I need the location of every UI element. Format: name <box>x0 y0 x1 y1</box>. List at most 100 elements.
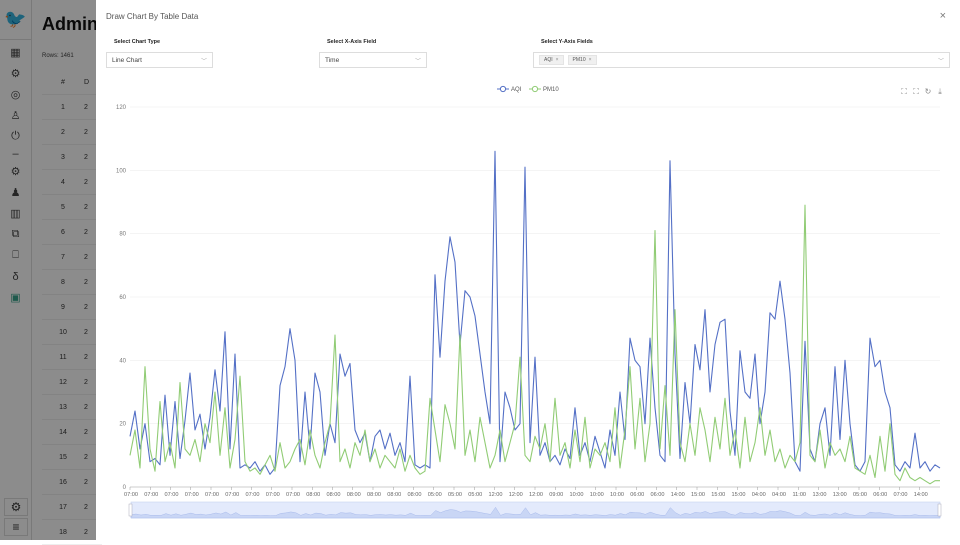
grid-icon[interactable]: ▦ <box>10 47 21 59</box>
row-date: 2 <box>84 178 88 186</box>
x-tick-label: 13:00 <box>813 492 827 498</box>
row-date: 2 <box>84 228 88 236</box>
x-tick-label: 04:00 <box>752 492 766 498</box>
x-tick-label: 09:00 <box>549 492 563 498</box>
x-tick-label: 05:00 <box>448 492 462 498</box>
row-date: 2 <box>84 203 88 211</box>
row-date: 2 <box>84 403 88 411</box>
x-tick-label: 07:00 <box>225 492 239 498</box>
x-axis-value: Time <box>325 56 340 64</box>
chart-icon[interactable]: ▣ <box>10 292 21 304</box>
y-axis-select[interactable]: AQI × PM10 × ﹀ <box>533 52 950 68</box>
bookmark-icon[interactable]: ⎕ <box>12 249 19 261</box>
table-row[interactable]: 14 2 <box>42 420 102 445</box>
table-row[interactable]: 12 2 <box>42 370 102 395</box>
row-date: 2 <box>84 103 88 111</box>
row-index: 7 <box>61 253 65 261</box>
close-icon[interactable]: × <box>939 10 946 22</box>
y-tick-label: 120 <box>116 105 127 111</box>
zoom-reset-icon[interactable]: ⛶ <box>912 87 919 96</box>
row-index: 12 <box>59 378 67 386</box>
thermometer-icon[interactable]: δ <box>12 270 19 283</box>
x-tick-label: 06:00 <box>873 492 887 498</box>
x-tick-label: 07:00 <box>246 492 260 498</box>
building-icon[interactable]: ▥ <box>10 208 21 220</box>
x-tick-label: 05:00 <box>428 492 442 498</box>
user-icon[interactable]: ♙ <box>10 110 21 122</box>
x-tick-label: 05:00 <box>853 492 867 498</box>
chart-type-select[interactable]: Line Chart ﹀ <box>106 52 213 68</box>
table-row[interactable]: 17 2 <box>42 495 102 520</box>
x-tick-label: 14:00 <box>671 492 685 498</box>
legend-label-aqi: AQI <box>511 87 522 93</box>
row-index: 6 <box>61 228 65 236</box>
export-icon[interactable]: ⧉ <box>11 228 20 240</box>
series-line-pm10 <box>129 204 940 485</box>
row-date: 2 <box>84 278 88 286</box>
row-date: 2 <box>84 303 88 311</box>
table-row[interactable]: 11 2 <box>42 345 102 370</box>
x-tick-label: 13:00 <box>833 492 847 498</box>
row-index: 8 <box>61 278 65 286</box>
x-tick-label: 06:00 <box>630 492 644 498</box>
restore-icon[interactable]: ↻ <box>925 87 932 96</box>
x-tick-label: 07:00 <box>894 492 908 498</box>
datazoom-handle-left[interactable] <box>128 503 133 517</box>
x-tick-label: 10:00 <box>590 492 604 498</box>
table-row[interactable]: 13 2 <box>42 395 102 420</box>
datazoom-handle-right[interactable] <box>937 503 942 517</box>
row-date: 2 <box>84 353 88 361</box>
row-index: 16 <box>59 478 67 486</box>
gear-icon[interactable]: ⚙ <box>4 498 28 516</box>
download-icon[interactable]: ⤓ <box>938 87 942 96</box>
row-index: 17 <box>59 503 67 511</box>
row-date: 2 <box>84 378 88 386</box>
col-header-index: # <box>61 78 65 86</box>
row-index: 2 <box>61 128 65 136</box>
row-date: 2 <box>84 153 88 161</box>
table-row[interactable]: 16 2 <box>42 470 102 495</box>
x-tick-label: 07:00 <box>144 492 158 498</box>
legend-marker <box>499 85 507 93</box>
row-date: 2 <box>84 253 88 261</box>
zoom-icon[interactable]: ⛶ <box>900 87 907 96</box>
row-index: 13 <box>59 403 67 411</box>
x-axis-select[interactable]: Time ﹀ <box>319 52 427 68</box>
row-index: 14 <box>59 428 67 436</box>
row-index: 11 <box>59 353 67 361</box>
x-tick-label: 11:00 <box>792 492 806 498</box>
x-axis-label: Select X-Axis Field <box>327 39 377 45</box>
x-tick-label: 06:00 <box>651 492 665 498</box>
remove-tag-icon[interactable]: × <box>588 57 592 63</box>
divider: – <box>12 148 19 160</box>
y-tick-label: 80 <box>119 232 126 238</box>
chip-icon[interactable]: ⚙ <box>10 68 21 80</box>
power-icon[interactable]: ⏻ <box>11 130 20 142</box>
chevron-down-icon: ﹀ <box>937 59 944 65</box>
row-index: 10 <box>59 328 67 336</box>
row-index: 3 <box>61 153 65 161</box>
table-row[interactable]: 10 2 <box>42 320 102 345</box>
row-date: 2 <box>84 503 88 511</box>
badge-icon[interactable]: ◎ <box>10 89 21 101</box>
person-icon[interactable]: ♟ <box>10 187 21 199</box>
tag-label: AQI <box>544 57 553 63</box>
x-tick-label: 15:00 <box>691 492 705 498</box>
menu-icon[interactable]: ≡ <box>4 518 28 536</box>
row-date: 2 <box>84 328 88 336</box>
bird-logo-icon: 🐦 <box>0 0 31 40</box>
remove-tag-icon[interactable]: × <box>555 57 559 63</box>
chip-icon[interactable]: ⚙ <box>10 166 21 178</box>
table-row[interactable]: 15 2 <box>42 445 102 470</box>
x-tick-label: 05:00 <box>468 492 482 498</box>
